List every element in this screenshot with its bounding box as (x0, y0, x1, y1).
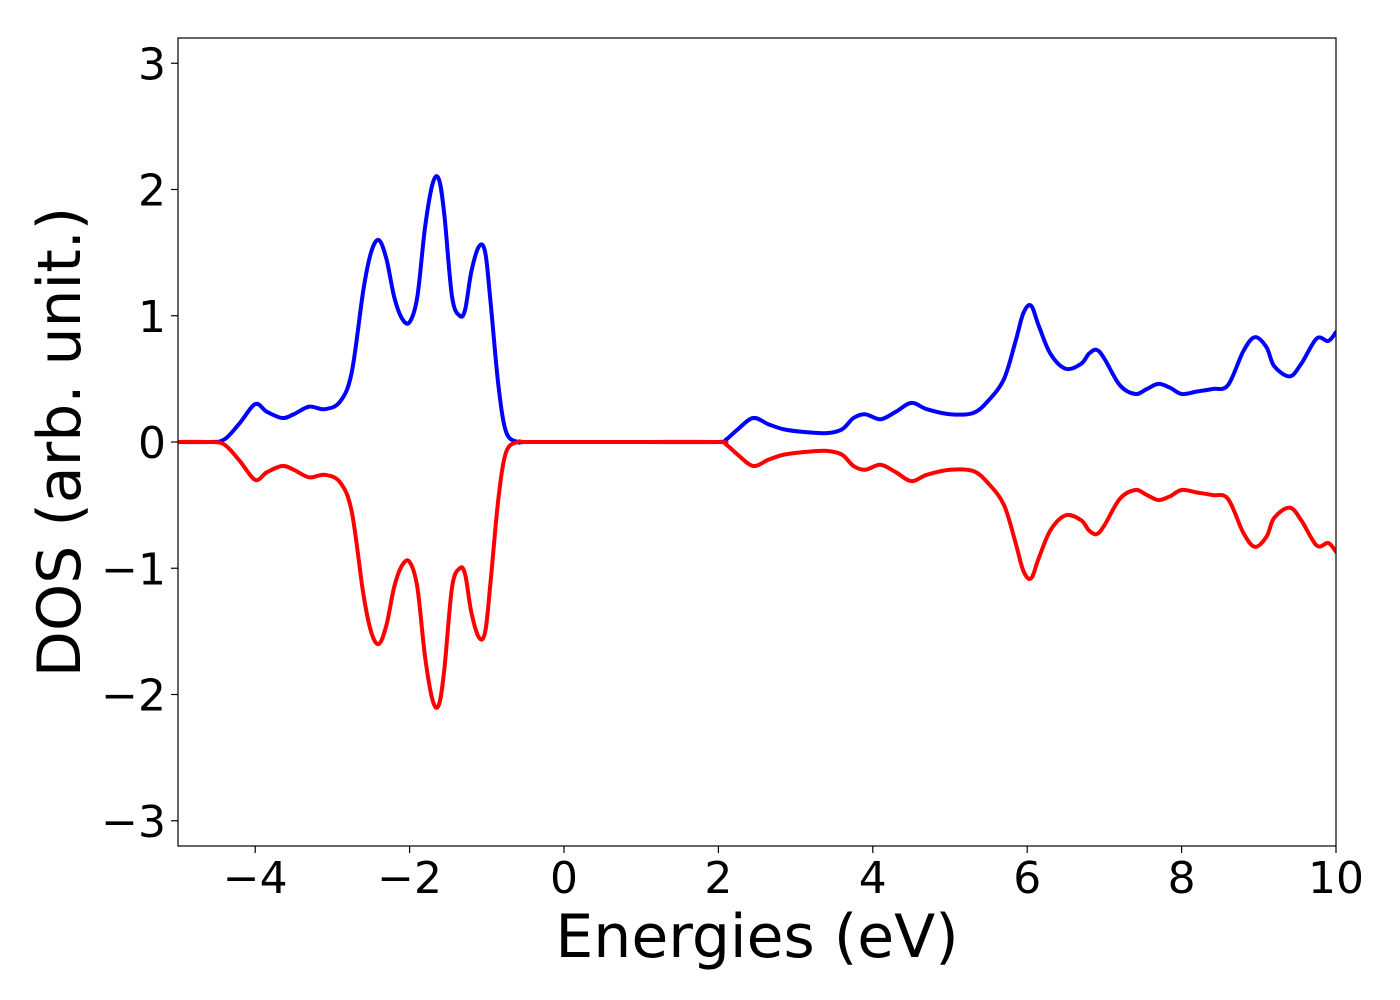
plot-frame (177, 37, 1337, 847)
x-tick-label: 6 (1013, 853, 1041, 904)
dos-series-line-1 (178, 174, 1336, 445)
x-tick-label: −4 (223, 853, 288, 904)
y-axis-label: DOS (arb. unit.) (25, 207, 95, 677)
y-tick-label: 0 (138, 418, 166, 469)
x-tick-label: 4 (859, 853, 887, 904)
y-tick-label: 3 (138, 39, 166, 90)
y-tick-label: 1 (138, 292, 166, 343)
y-tick-label: −1 (101, 544, 166, 595)
x-tick-label: −2 (377, 853, 442, 904)
y-tick-label: 2 (138, 166, 166, 217)
x-tick-label: 8 (1168, 853, 1196, 904)
dos-series-line-2 (178, 439, 1336, 710)
x-tick-label: 0 (550, 853, 578, 904)
y-axis: 3 2 1 0 −1 −2 −3 (101, 39, 178, 848)
series-layer (178, 174, 1336, 710)
x-axis: −4 −2 0 2 4 6 8 10 (223, 846, 1364, 904)
x-tick-label: 2 (704, 853, 732, 904)
x-tick-label: 10 (1308, 853, 1364, 904)
x-axis-label: Energies (eV) (555, 902, 958, 972)
y-tick-label: −2 (101, 671, 166, 722)
y-tick-label: −3 (101, 797, 166, 848)
